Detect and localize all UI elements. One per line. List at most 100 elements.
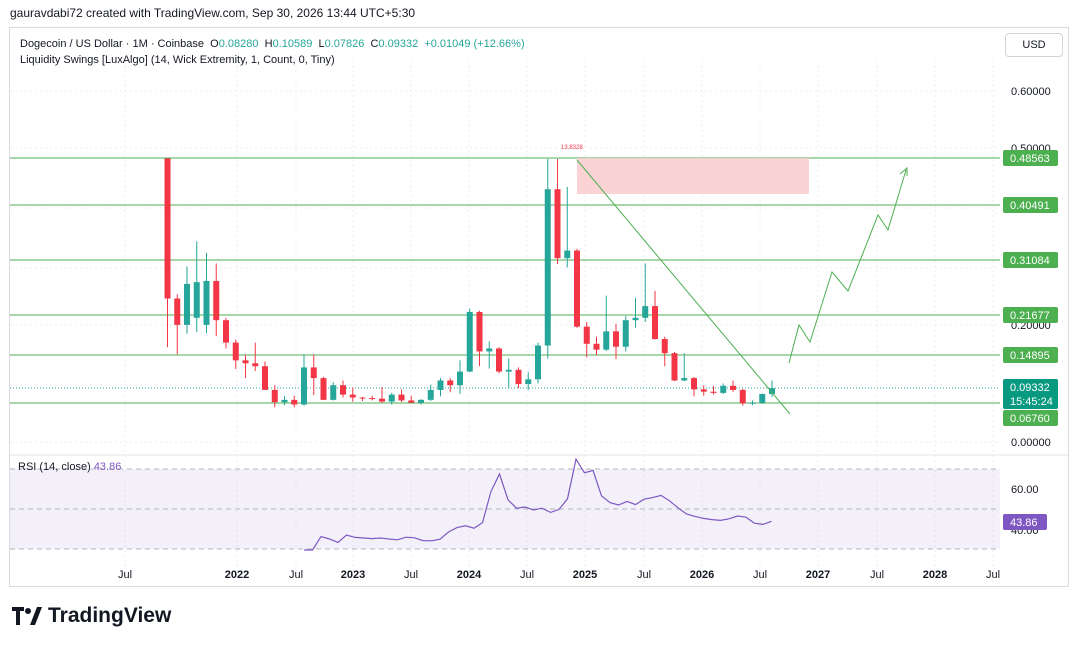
level-badge-value: 0.40491: [1010, 200, 1050, 212]
candle: [525, 372, 532, 390]
candle: [388, 392, 395, 405]
rsi-badge-value: 43.86: [1010, 517, 1038, 529]
rsi-legend-value: 43.86: [93, 461, 122, 473]
candle: [291, 395, 298, 408]
candle: [730, 380, 736, 392]
time-tick-label: 2022: [225, 569, 249, 581]
candle-body: [174, 298, 181, 325]
tradingview-logo-icon: [12, 607, 42, 625]
time-tick-label: 2027: [806, 569, 830, 581]
candle: [583, 321, 590, 358]
candle-body: [535, 345, 541, 380]
indicator-legend[interactable]: Liquidity Swings [LuxAlgo] (14, Wick Ext…: [20, 54, 335, 66]
candle-body: [242, 360, 249, 364]
currency-button[interactable]: USD: [1005, 33, 1063, 57]
candle: [164, 158, 171, 348]
candle: [262, 361, 268, 390]
candle: [564, 186, 571, 268]
chart-legend: Dogecoin / US Dollar · 1M · Coinbase O0.…: [20, 36, 525, 68]
price-tick-label: 0.60000: [1011, 86, 1051, 98]
candle: [613, 323, 619, 360]
candle: [603, 295, 610, 351]
candle-body: [466, 311, 473, 372]
rsi-value-badge: [1003, 514, 1047, 530]
price-grid: [10, 60, 1000, 585]
candle: [593, 336, 600, 355]
level-badge: [1003, 410, 1058, 426]
candle: [418, 399, 424, 405]
candle: [330, 382, 337, 401]
candle-body: [613, 331, 619, 347]
candle-body: [252, 363, 259, 367]
candle-body: [505, 369, 512, 372]
candle-body: [749, 402, 756, 404]
time-tick-label: Jul: [637, 569, 651, 581]
candle-body: [739, 389, 746, 404]
candle: [661, 336, 668, 367]
candle: [681, 353, 688, 382]
candle-body: [281, 399, 288, 403]
candle: [223, 317, 229, 349]
level-badge-value: 0.14895: [1010, 350, 1050, 362]
candle: [457, 360, 463, 395]
high-label: H: [264, 38, 273, 50]
candle: [174, 294, 181, 355]
low-value: 0.07826: [324, 38, 365, 50]
price-tick-label: 0.00000: [1011, 437, 1051, 449]
time-tick-label: 2026: [690, 569, 714, 581]
trendlines: [576, 159, 908, 415]
candle-body: [271, 389, 278, 403]
time-tick-label: Jul: [520, 569, 534, 581]
symbol-ohlc-row: Dogecoin / US Dollar · 1M · Coinbase O0.…: [20, 36, 525, 52]
candle-body: [769, 388, 775, 395]
candle: [252, 342, 259, 371]
level-badge: [1003, 252, 1058, 268]
rsi-title: RSI (14, close): [18, 461, 91, 473]
candle: [671, 352, 678, 382]
candle-body: [574, 250, 580, 327]
candle: [476, 310, 483, 367]
candle-body: [661, 339, 668, 354]
current-price-badge: [1003, 379, 1058, 409]
open-value: 0.08280: [218, 38, 259, 50]
rsi-legend[interactable]: RSI (14, close) 43.86: [18, 461, 121, 473]
candle-body: [710, 391, 717, 393]
tradingview-logo[interactable]: TradingView: [12, 604, 171, 628]
candle-body: [544, 189, 551, 346]
candle-body: [379, 398, 385, 402]
candle-body: [184, 283, 190, 325]
current-price-value: 0.09332: [1010, 382, 1050, 394]
time-tick-label: Jul: [289, 569, 303, 581]
time-tick-label: 2023: [341, 569, 365, 581]
candle-body: [164, 158, 171, 299]
symbol-name[interactable]: Dogecoin / US Dollar · 1M · Coinbase: [20, 38, 205, 50]
candle: [340, 380, 346, 398]
candle-body: [418, 399, 424, 403]
time-tick-label: 2024: [457, 569, 482, 581]
close-label: C: [370, 38, 379, 50]
candle-body: [730, 385, 736, 390]
candle-body: [340, 385, 346, 395]
level-badge-value: 0.21677: [1010, 310, 1050, 322]
candle-body: [203, 280, 210, 325]
candle-body: [349, 394, 356, 398]
time-tick-label: Jul: [870, 569, 884, 581]
candle-body: [720, 385, 727, 393]
time-tick-label: Jul: [753, 569, 767, 581]
candle-body: [359, 397, 366, 399]
time-axis: Jul 2022 Jul 2023 Jul 2024 Jul 2025 Jul 2026 Jul 20…: [118, 569, 1000, 581]
candle-body: [398, 394, 405, 401]
candle: [574, 248, 580, 328]
level-badge-value: 0.06760: [1010, 413, 1050, 425]
candle: [632, 297, 639, 328]
candle: [496, 347, 502, 374]
close-value: 0.09332: [378, 38, 419, 50]
candle: [554, 158, 561, 264]
time-tick-label: Jul: [118, 569, 132, 581]
candle: [232, 339, 239, 370]
candle-body: [564, 250, 571, 259]
candle-body: [671, 353, 678, 381]
projection-path: [788, 169, 907, 364]
candle-body: [213, 280, 220, 321]
